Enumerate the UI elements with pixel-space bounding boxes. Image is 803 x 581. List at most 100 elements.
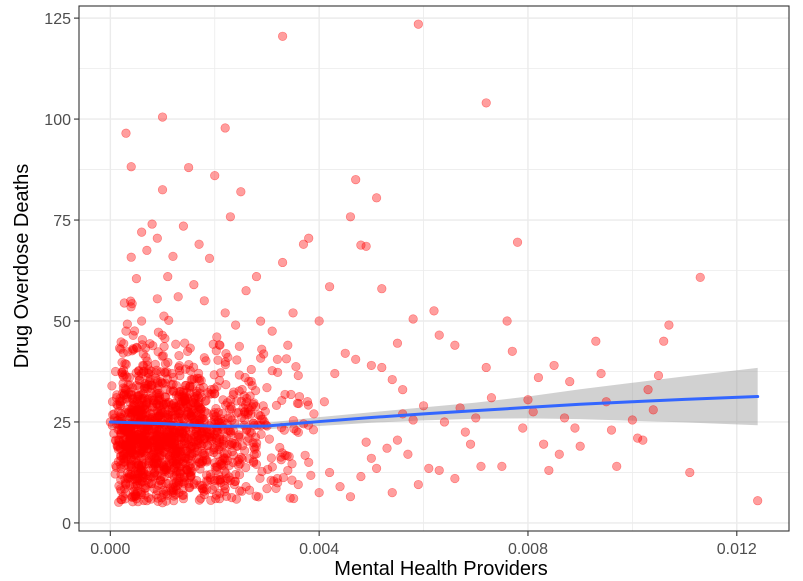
scatter-point (195, 438, 205, 448)
scatter-point (198, 427, 208, 437)
scatter-point (114, 407, 124, 417)
scatter-point (160, 408, 170, 418)
scatter-point (175, 389, 185, 399)
scatter-point (126, 404, 137, 414)
scatter-point (199, 483, 209, 494)
scatter-point (247, 402, 257, 412)
scatter-point (153, 408, 163, 418)
scatter-point (125, 380, 135, 390)
scatter-point (202, 476, 212, 486)
scatter-point (127, 445, 137, 455)
scatter-point (190, 393, 200, 403)
scatter-point (277, 448, 287, 458)
scatter-point (186, 459, 196, 469)
scatter-point (161, 399, 171, 409)
scatter-point (173, 391, 184, 401)
scatter-point (116, 425, 127, 435)
scatter-point (123, 425, 133, 435)
scatter-point (199, 433, 209, 443)
scatter-point (231, 494, 242, 504)
scatter-point (162, 437, 172, 447)
scatter-point (212, 433, 222, 443)
scatter-point (139, 438, 149, 449)
scatter-point (197, 428, 207, 439)
scatter-point (173, 447, 183, 458)
scatter-point (110, 469, 120, 479)
scatter-point (152, 233, 162, 243)
scatter-point (133, 391, 143, 401)
scatter-point (166, 433, 176, 443)
scatter-point (113, 401, 123, 411)
scatter-point (174, 425, 184, 436)
scatter-point (174, 392, 184, 402)
scatter-point (241, 286, 251, 296)
scatter-point (121, 389, 131, 400)
scatter-point (150, 431, 160, 441)
scatter-point (163, 271, 173, 282)
scatter-point (233, 460, 244, 471)
scatter-point (606, 425, 617, 435)
scatter-point (194, 393, 204, 403)
scatter-point (150, 359, 160, 369)
scatter-point (226, 404, 237, 414)
scatter-point (164, 460, 174, 470)
scatter-point (158, 489, 168, 499)
scatter-point (544, 465, 554, 476)
scatter-point (119, 457, 130, 467)
scatter-point (204, 253, 215, 264)
scatter-point (154, 381, 164, 391)
scatter-point (125, 431, 136, 441)
scatter-point (138, 446, 148, 456)
scatter-point (137, 476, 147, 486)
scatter-point (227, 415, 237, 425)
scatter-point (169, 472, 179, 482)
scatter-point (180, 443, 191, 454)
scatter-point (143, 444, 153, 454)
scatter-point (176, 468, 186, 478)
scatter-point (194, 454, 204, 464)
scatter-point (173, 432, 184, 442)
scatter-point (191, 400, 201, 410)
scatter-point (115, 393, 125, 403)
scatter-point (135, 400, 145, 411)
scatter-point (158, 485, 168, 495)
scatter-point (129, 436, 139, 446)
scatter-point (596, 368, 606, 379)
scatter-point (222, 398, 233, 408)
scatter-point (178, 387, 188, 397)
scatter-point (309, 409, 319, 419)
scatter-point (159, 447, 169, 457)
scatter-point (264, 434, 275, 444)
scatter-point (137, 316, 147, 326)
scatter-point (194, 495, 204, 505)
scatter-point (124, 388, 134, 399)
scatter-point (171, 405, 181, 415)
scatter-point (152, 393, 163, 403)
scatter-point (155, 445, 165, 455)
scatter-point (282, 451, 292, 461)
scatter-point (228, 438, 238, 448)
scatter-point (140, 437, 151, 447)
scatter-point (127, 436, 137, 447)
scatter-point (135, 448, 146, 458)
scatter-point (128, 400, 138, 410)
scatter-point (162, 460, 172, 470)
scatter-point (115, 451, 126, 461)
scatter-point (176, 433, 186, 443)
scatter-point (128, 383, 138, 393)
scatter-point (139, 383, 149, 393)
scatter-point (143, 395, 153, 405)
scatter-point (181, 395, 191, 405)
scatter-point (149, 445, 159, 455)
scatter-point (127, 448, 137, 458)
scatter-point (176, 412, 186, 422)
scatter-point (170, 451, 181, 461)
scatter-point (147, 426, 157, 436)
scatter-point (153, 493, 163, 503)
scatter-point (114, 343, 125, 353)
scatter-point (196, 413, 207, 424)
scatter-point (146, 478, 156, 489)
scatter-point (156, 406, 167, 416)
scatter-point (198, 438, 208, 449)
scatter-point (152, 376, 162, 386)
